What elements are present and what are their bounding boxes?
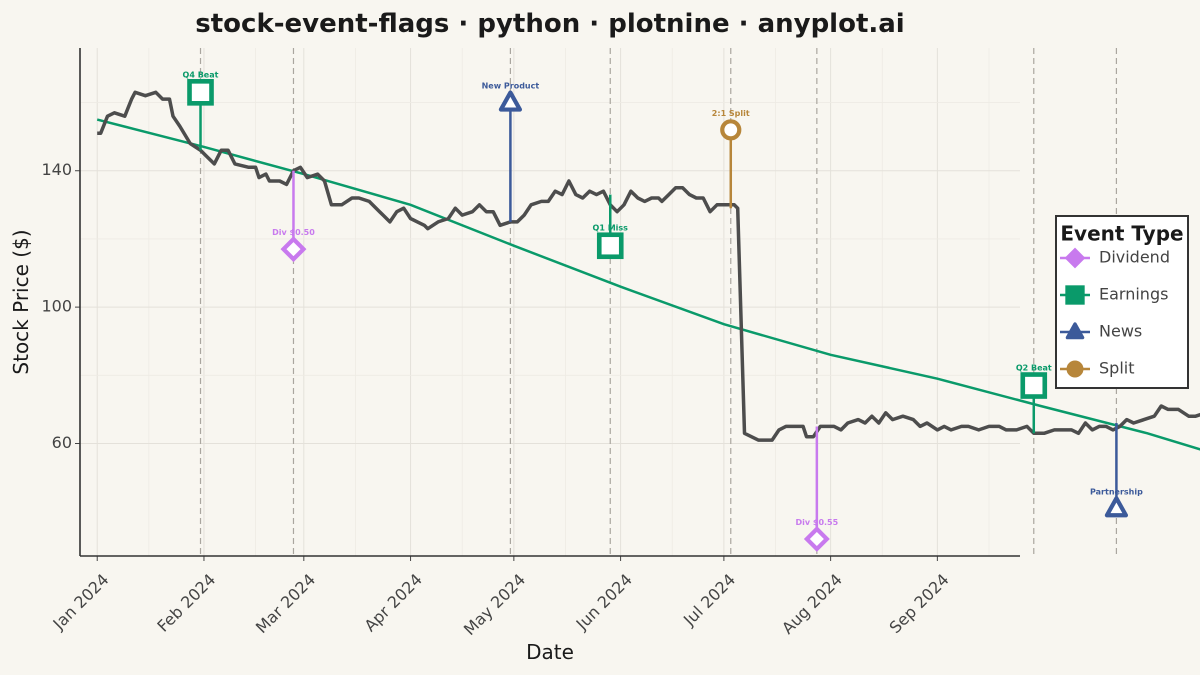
event-flag-dividend: Div $0.50 <box>272 170 315 263</box>
chart-title: stock-event-flags · python · plotnine · … <box>195 9 904 39</box>
event-label: Q2 Beat <box>1016 364 1052 373</box>
legend-label: Split <box>1099 359 1134 378</box>
grid <box>80 48 1020 556</box>
legend-label: Dividend <box>1099 248 1170 267</box>
event-flag-news: New Product <box>482 82 540 222</box>
x-axis-title: Date <box>526 640 574 664</box>
trend-line <box>96 118 1200 451</box>
event-flag-split: 2:1 Split <box>712 109 750 209</box>
event-flag-earnings: Q2 Beat <box>1016 364 1052 434</box>
y-tick-label: 60 <box>52 433 72 452</box>
legend: Event Type Dividend Earnings News Split <box>1055 215 1189 389</box>
y-tick-labels: 60 100 140 <box>41 160 72 452</box>
price-series <box>97 90 1200 442</box>
legend-label: Earnings <box>1099 285 1168 304</box>
legend-item-dividend: Dividend <box>1060 247 1170 269</box>
event-marker <box>187 79 214 106</box>
event-marker <box>1020 372 1048 399</box>
legend-item-earnings: Earnings <box>1060 285 1168 305</box>
event-flag-earnings: Q1 Miss <box>593 194 629 260</box>
event-label: Q1 Miss <box>593 224 629 233</box>
event-flag-news: Partnership <box>1090 423 1143 518</box>
legend-title: Event Type <box>1060 222 1183 246</box>
event-marker <box>720 119 742 141</box>
event-marker <box>803 525 830 552</box>
event-label: Div $0.55 <box>796 518 839 527</box>
event-marker <box>280 236 307 263</box>
y-tick-label: 140 <box>41 160 72 179</box>
legend-items: Dividend Earnings News Split <box>1060 248 1170 378</box>
legend-item-news: News <box>1060 322 1142 341</box>
legend-swatch <box>1064 247 1086 269</box>
event-flag-earnings: Q4 Beat <box>183 70 219 151</box>
event-marker <box>498 90 523 112</box>
event-label: Q4 Beat <box>183 70 219 79</box>
axes <box>75 48 1020 561</box>
event-label: Partnership <box>1090 487 1143 496</box>
y-tick-label: 100 <box>41 297 72 316</box>
event-label: Div $0.50 <box>272 228 315 237</box>
event-label: 2:1 Split <box>712 109 750 118</box>
event-marker <box>596 232 624 260</box>
trend-series <box>96 118 1200 451</box>
price-line <box>97 90 1200 442</box>
y-axis-title: Stock Price ($) <box>9 229 33 374</box>
event-flag-dividend: Div $0.55 <box>796 426 839 552</box>
event-label: New Product <box>482 82 540 91</box>
event-marker <box>1104 496 1129 518</box>
legend-label: News <box>1099 322 1142 341</box>
legend-swatch <box>1065 322 1085 340</box>
legend-item-split: Split <box>1060 359 1134 378</box>
legend-swatch <box>1066 360 1084 378</box>
legend-swatch <box>1065 285 1085 305</box>
event-flags: Q4 Beat Div $0.50 New Product Q1 Miss 2:1 Sp… <box>183 70 1143 552</box>
